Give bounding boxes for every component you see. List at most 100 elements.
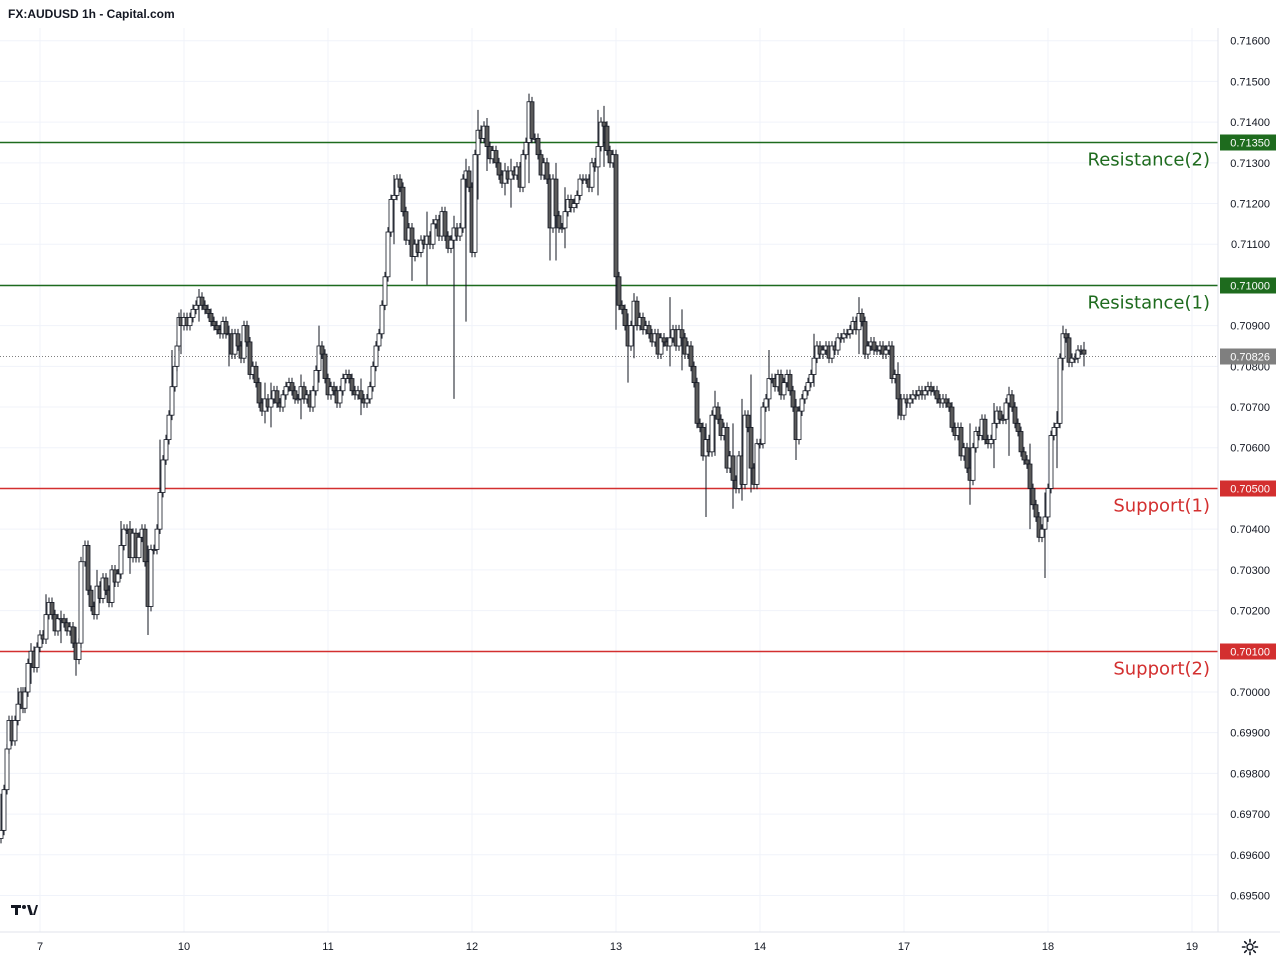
- candle: [604, 121, 610, 156]
- candle-body-bear: [199, 296, 205, 306]
- candle-body-bull: [280, 394, 286, 408]
- candle: [694, 377, 700, 429]
- candle: [409, 223, 415, 281]
- candle-body-bear: [70, 626, 76, 644]
- candle: [472, 149, 478, 258]
- gear-icon[interactable]: [1241, 938, 1259, 956]
- candle-body-bull: [174, 345, 180, 367]
- candle: [1063, 328, 1069, 343]
- candle: [574, 190, 580, 209]
- candle-body-bear: [553, 178, 559, 217]
- candle-body-bear: [1018, 431, 1024, 453]
- candle-body-bull: [295, 398, 301, 401]
- candle: [12, 715, 18, 746]
- candle: [367, 381, 373, 404]
- candle-body-bull: [1, 789, 7, 831]
- candle: [730, 423, 736, 509]
- candle: [118, 521, 124, 579]
- candle-body-bear: [982, 418, 988, 441]
- candle: [1012, 402, 1018, 429]
- level-price-label: 0.70100: [1230, 647, 1270, 659]
- candle: [619, 300, 625, 315]
- price-tick-label: 0.69900: [1230, 728, 1270, 740]
- candle-body-bull: [370, 365, 376, 388]
- candle: [802, 385, 808, 404]
- candle: [61, 613, 67, 628]
- candle: [1021, 446, 1027, 465]
- candle: [193, 300, 199, 315]
- candle-body-bear: [943, 398, 949, 404]
- price-tick-label: 0.70000: [1230, 687, 1270, 699]
- candle: [661, 332, 667, 347]
- candle: [796, 406, 802, 445]
- candle-body-bear: [787, 374, 793, 392]
- candle: [373, 341, 379, 372]
- candle: [199, 292, 205, 311]
- candle-body-bull: [799, 398, 805, 412]
- candle-body-bull: [874, 349, 880, 352]
- candle: [742, 410, 748, 490]
- candle: [997, 406, 1003, 425]
- candle-body-bear: [1033, 504, 1039, 518]
- candle: [862, 316, 868, 360]
- candle: [688, 341, 694, 372]
- candle-body-bull: [841, 333, 847, 339]
- candle-body-bull: [460, 178, 466, 229]
- candle: [136, 532, 142, 563]
- candle: [1009, 389, 1015, 412]
- candle: [223, 316, 229, 339]
- candle: [928, 381, 934, 396]
- candle: [379, 300, 385, 339]
- candle: [1051, 422, 1057, 441]
- candle-body-bull: [1054, 422, 1060, 428]
- candle: [709, 410, 715, 457]
- candle-body-bear: [292, 390, 298, 400]
- candle: [958, 422, 964, 461]
- candle: [1000, 414, 1006, 425]
- candle-body-bull: [910, 394, 916, 400]
- candle-body-bear: [244, 325, 250, 343]
- price-axis[interactable]: 0.71600 0.71500 0.71400 0.71300 0.71200 0.711…: [1217, 28, 1276, 932]
- candle-body-bull: [1000, 418, 1006, 421]
- candle: [748, 374, 754, 493]
- candle-body-bear: [604, 125, 610, 152]
- candle: [103, 573, 109, 596]
- candle: [808, 369, 814, 388]
- candle-body-bear: [214, 325, 220, 331]
- candle-body-bull: [835, 337, 841, 351]
- candle: [556, 210, 562, 233]
- candle: [760, 402, 766, 449]
- tradingview-logo-icon: [11, 905, 38, 915]
- time-tick-label: 17: [898, 941, 910, 953]
- candle-body-bear: [694, 382, 700, 424]
- candle-body-bull: [475, 129, 481, 156]
- price-tick-label: 0.70700: [1230, 402, 1270, 414]
- price-tick-label: 0.70900: [1230, 321, 1270, 333]
- candle-body-bear: [88, 589, 94, 607]
- candle-body-bear: [958, 426, 964, 457]
- candle: [253, 361, 259, 388]
- candle-body-bear: [211, 321, 217, 327]
- level-price-badge: [1220, 134, 1276, 151]
- candle-body-bull: [571, 203, 577, 208]
- candle: [943, 394, 949, 408]
- candle: [1039, 524, 1045, 543]
- candle: [319, 341, 325, 360]
- candle-body-bull: [1060, 333, 1066, 359]
- time-axis[interactable]: 7 10 11 12 13 14 17 18 19: [0, 931, 1280, 953]
- candle: [43, 594, 49, 644]
- price-tick-label: 0.70300: [1230, 565, 1270, 577]
- candle: [385, 227, 391, 282]
- candles: [0, 93, 1087, 844]
- candle-body-bear: [496, 162, 502, 176]
- candle: [1069, 353, 1075, 368]
- candle: [1048, 430, 1054, 494]
- candle: [283, 381, 289, 400]
- candle-body-bull: [1072, 357, 1078, 360]
- candle-body-bull: [595, 146, 601, 168]
- candle-body-bear: [616, 276, 622, 306]
- candle-body-bear: [301, 386, 307, 400]
- candle-body-bear: [646, 325, 652, 335]
- candle-body-bear: [661, 337, 667, 343]
